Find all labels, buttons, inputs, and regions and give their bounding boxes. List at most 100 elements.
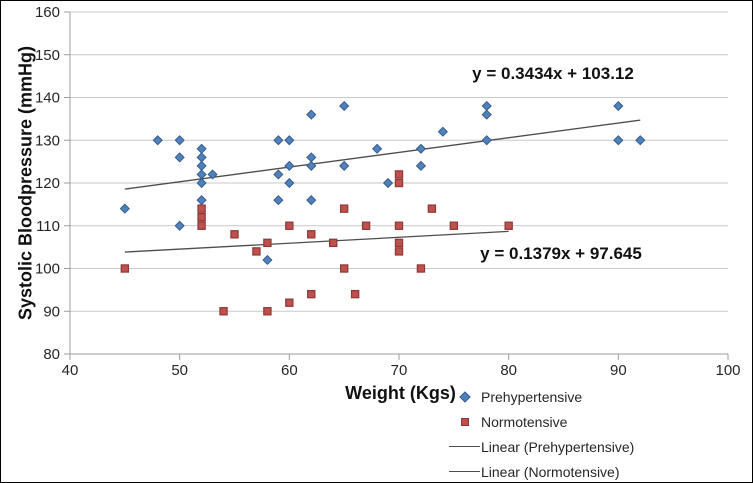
data-point-prehypertensive: [306, 152, 317, 163]
data-point-prehypertensive: [613, 135, 624, 146]
y-tick-label: 130: [35, 132, 60, 149]
data-point-prehypertensive: [284, 177, 295, 189]
y-tick-label: 100: [35, 261, 60, 278]
data-point-prehypertensive: [196, 169, 207, 180]
data-point-prehypertensive: [196, 152, 207, 163]
legend-item-1: Normotensive: [448, 409, 698, 434]
data-point-prehypertensive: [196, 143, 207, 154]
data-point-prehypertensive: [306, 109, 317, 120]
data-point-prehypertensive: [196, 194, 207, 206]
legend-marker-cell: [448, 446, 481, 447]
data-point-prehypertensive: [273, 135, 284, 146]
legend-label: Linear (Normotensive): [481, 463, 620, 480]
y-tick-label: 160: [35, 4, 60, 21]
data-point-normotensive: [263, 238, 272, 248]
data-point-prehypertensive: [371, 143, 383, 154]
data-point-normotensive: [339, 264, 349, 273]
y-tick-label: 90: [43, 303, 60, 320]
legend-marker-cell: [448, 417, 481, 426]
data-point-prehypertensive: [339, 100, 350, 112]
data-point-prehypertensive: [196, 160, 207, 172]
data-point-normotensive: [219, 307, 228, 316]
data-point-prehypertensive: [382, 177, 394, 189]
data-point-normotensive: [394, 247, 404, 256]
x-tick-label: 80: [500, 362, 517, 379]
data-point-normotensive: [197, 213, 206, 222]
line-marker-icon: [449, 446, 480, 447]
y-tick-label: 80: [43, 346, 60, 363]
x-tick-label: 100: [715, 362, 740, 379]
trendline-equation-prehypertensive: y = 0.3434x + 103.12: [472, 64, 634, 83]
data-point-prehypertensive: [284, 135, 295, 146]
legend-marker-cell: [448, 471, 481, 472]
data-point-prehypertensive: [174, 152, 185, 163]
data-point-prehypertensive: [481, 100, 492, 112]
y-axis-title: Systolic Bloodpressure (mmHg): [15, 45, 36, 321]
data-point-normotensive: [394, 178, 404, 188]
legend-item-0: Prehypertensive: [448, 384, 698, 409]
data-point-normotensive: [329, 238, 338, 248]
data-point-prehypertensive: [152, 135, 163, 146]
data-point-normotensive: [394, 170, 404, 179]
data-point-prehypertensive: [119, 203, 130, 214]
data-point-normotensive: [120, 264, 130, 273]
x-axis-title: Weight (Kgs): [345, 383, 456, 403]
y-tick-label: 110: [36, 218, 60, 235]
legend-label: Normotensive: [481, 413, 568, 430]
x-tick-label: 40: [62, 362, 79, 379]
data-point-prehypertensive: [273, 169, 284, 180]
y-tick-label: 150: [35, 47, 60, 64]
data-point-prehypertensive: [339, 160, 350, 172]
data-point-normotensive: [230, 230, 239, 239]
y-tick-label: 140: [35, 90, 60, 107]
data-point-prehypertensive: [174, 220, 185, 231]
data-point-prehypertensive: [481, 135, 492, 146]
y-tick-label: 120: [35, 175, 60, 192]
data-point-prehypertensive: [284, 160, 295, 172]
data-point-normotensive: [339, 204, 349, 213]
data-point-normotensive: [285, 298, 294, 307]
legend-marker-cell: [448, 390, 481, 403]
data-point-normotensive: [252, 247, 261, 256]
data-point-normotensive: [263, 307, 272, 316]
data-point-prehypertensive: [262, 254, 273, 266]
data-point-prehypertensive: [306, 160, 317, 172]
line-marker-icon: [449, 471, 480, 472]
data-point-normotensive: [197, 204, 206, 213]
x-tick-label: 70: [391, 362, 408, 379]
x-tick-label: 60: [281, 362, 298, 379]
data-point-prehypertensive: [437, 126, 448, 137]
data-point-prehypertensive: [174, 135, 185, 146]
square-marker-icon: [460, 417, 469, 426]
x-tick-label: 50: [171, 362, 188, 379]
data-point-prehypertensive: [415, 143, 427, 154]
data-point-prehypertensive: [306, 194, 317, 206]
data-point-normotensive: [307, 230, 316, 239]
legend-label: Linear (Prehypertensive): [481, 438, 635, 455]
legend-item-2: Linear (Prehypertensive): [448, 434, 698, 459]
data-point-normotensive: [285, 221, 294, 230]
data-point-normotensive: [350, 289, 360, 299]
trendline-normotensive: [124, 230, 509, 253]
legend: Prehypertensive Normotensive Linear (Prehy…: [448, 384, 698, 482]
data-point-normotensive: [394, 221, 404, 230]
trendline-equation-normotensive: y = 0.1379x + 97.645: [480, 244, 642, 263]
data-point-normotensive: [394, 238, 404, 248]
data-point-normotensive: [307, 289, 316, 299]
data-point-prehypertensive: [613, 100, 624, 112]
data-point-prehypertensive: [207, 169, 218, 180]
data-point-prehypertensive: [196, 177, 207, 189]
legend-item-3: Linear (Normotensive): [448, 459, 698, 482]
data-point-normotensive: [361, 221, 371, 230]
data-point-prehypertensive: [481, 109, 492, 120]
data-point-normotensive: [504, 221, 513, 230]
x-tick-label: 90: [610, 362, 627, 379]
data-point-normotensive: [197, 221, 206, 230]
data-point-normotensive: [449, 221, 459, 230]
diamond-marker-icon: [458, 390, 471, 403]
data-point-normotensive: [427, 204, 437, 213]
data-point-prehypertensive: [273, 194, 284, 206]
data-point-prehypertensive: [635, 135, 646, 146]
